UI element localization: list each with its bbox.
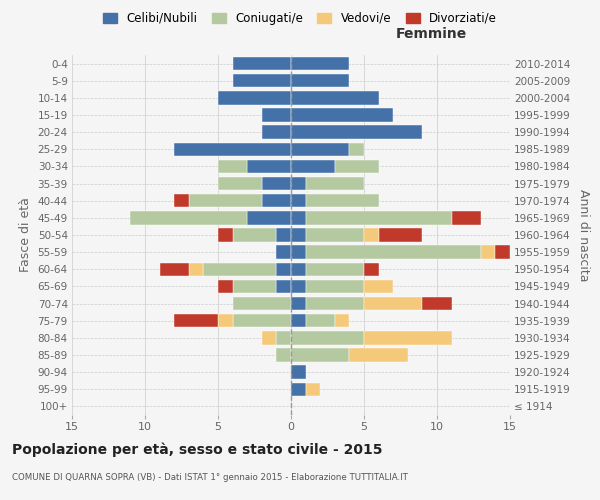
Bar [291, 91, 379, 104]
Bar [364, 262, 379, 276]
Bar [291, 211, 305, 224]
Bar [291, 297, 305, 310]
Bar [277, 348, 291, 362]
Bar [233, 74, 291, 88]
Bar [335, 314, 349, 328]
Bar [305, 211, 452, 224]
Bar [305, 177, 364, 190]
Text: Femmine: Femmine [395, 26, 467, 40]
Y-axis label: Fasce di età: Fasce di età [19, 198, 32, 272]
Bar [335, 160, 379, 173]
Bar [291, 160, 335, 173]
Bar [218, 314, 233, 328]
Bar [291, 382, 305, 396]
Bar [233, 297, 291, 310]
Bar [218, 177, 262, 190]
Bar [305, 262, 364, 276]
Bar [189, 262, 203, 276]
Bar [262, 108, 291, 122]
Bar [218, 280, 233, 293]
Bar [291, 57, 349, 70]
Bar [291, 348, 349, 362]
Bar [291, 246, 305, 259]
Bar [277, 228, 291, 241]
Bar [277, 246, 291, 259]
Bar [291, 280, 305, 293]
Bar [305, 194, 379, 207]
Bar [364, 280, 393, 293]
Bar [305, 228, 364, 241]
Bar [349, 348, 408, 362]
Bar [291, 126, 422, 139]
Bar [364, 297, 422, 310]
Bar [218, 160, 247, 173]
Text: COMUNE DI QUARNA SOPRA (VB) - Dati ISTAT 1° gennaio 2015 - Elaborazione TUTTITAL: COMUNE DI QUARNA SOPRA (VB) - Dati ISTAT… [12, 472, 408, 482]
Bar [130, 211, 247, 224]
Bar [291, 74, 349, 88]
Bar [233, 280, 277, 293]
Bar [364, 331, 452, 344]
Bar [174, 314, 218, 328]
Bar [291, 108, 393, 122]
Bar [305, 382, 320, 396]
Legend: Celibi/Nubili, Coniugati/e, Vedovi/e, Divorziati/e: Celibi/Nubili, Coniugati/e, Vedovi/e, Di… [99, 8, 501, 28]
Bar [305, 297, 364, 310]
Bar [247, 211, 291, 224]
Bar [291, 331, 364, 344]
Bar [203, 262, 277, 276]
Bar [305, 280, 364, 293]
Bar [291, 228, 305, 241]
Bar [218, 228, 233, 241]
Bar [277, 331, 291, 344]
Bar [233, 314, 291, 328]
Bar [262, 194, 291, 207]
Bar [277, 262, 291, 276]
Bar [218, 91, 291, 104]
Bar [291, 142, 349, 156]
Bar [305, 246, 481, 259]
Bar [233, 57, 291, 70]
Bar [262, 177, 291, 190]
Bar [189, 194, 262, 207]
Bar [291, 262, 305, 276]
Bar [247, 160, 291, 173]
Bar [496, 246, 510, 259]
Bar [174, 194, 189, 207]
Bar [364, 228, 379, 241]
Bar [422, 297, 452, 310]
Bar [262, 126, 291, 139]
Bar [262, 331, 277, 344]
Bar [160, 262, 189, 276]
Bar [481, 246, 496, 259]
Bar [305, 314, 335, 328]
Bar [233, 228, 277, 241]
Bar [174, 142, 291, 156]
Bar [452, 211, 481, 224]
Bar [291, 194, 305, 207]
Bar [291, 366, 305, 379]
Bar [349, 142, 364, 156]
Bar [277, 280, 291, 293]
Text: Popolazione per età, sesso e stato civile - 2015: Popolazione per età, sesso e stato civil… [12, 442, 383, 457]
Y-axis label: Anni di nascita: Anni di nascita [577, 188, 590, 281]
Bar [291, 177, 305, 190]
Bar [379, 228, 422, 241]
Bar [291, 314, 305, 328]
